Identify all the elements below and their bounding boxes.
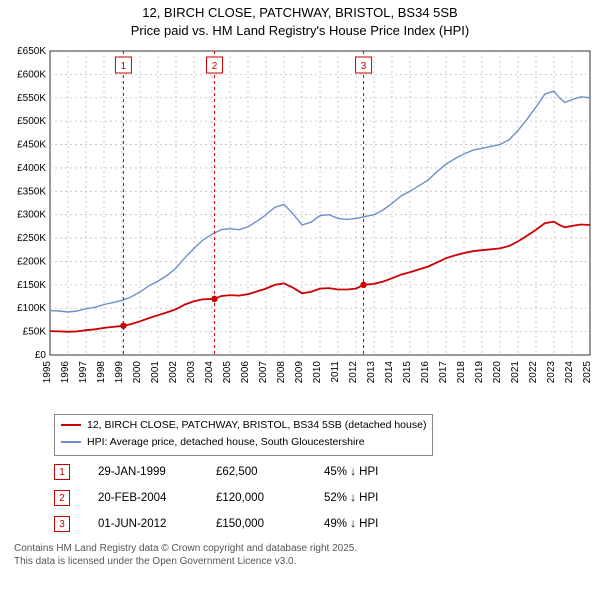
svg-text:1999: 1999 [114, 361, 125, 384]
sale-hpi: 45% ↓ HPI [324, 466, 378, 478]
legend: 12, BIRCH CLOSE, PATCHWAY, BRISTOL, BS34… [54, 414, 433, 456]
footnote-line-2: This data is licensed under the Open Gov… [14, 555, 594, 568]
svg-text:2019: 2019 [474, 361, 485, 384]
sale-price: £150,000 [216, 518, 296, 530]
svg-text:£250K: £250K [17, 233, 46, 244]
svg-text:2008: 2008 [276, 361, 287, 384]
svg-text:£200K: £200K [17, 257, 46, 268]
svg-text:£100K: £100K [17, 303, 46, 314]
svg-text:£450K: £450K [17, 140, 46, 151]
sale-price: £120,000 [216, 492, 296, 504]
svg-text:2005: 2005 [222, 361, 233, 384]
svg-text:1995: 1995 [42, 361, 53, 384]
svg-text:2020: 2020 [492, 361, 503, 384]
svg-text:2014: 2014 [384, 361, 395, 384]
svg-text:2: 2 [212, 61, 218, 72]
chart-svg: £0 £50K £100K £150K £200K £250K £300K £350K £400… [6, 43, 594, 403]
svg-text:2000: 2000 [132, 361, 143, 384]
svg-text:2015: 2015 [402, 361, 413, 384]
sale-hpi: 52% ↓ HPI [324, 492, 378, 504]
sale-number-box: 1 [54, 464, 70, 480]
sales-table: 1 29-JAN-1999 £62,500 45% ↓ HPI 2 20-FEB-2004… [54, 464, 594, 532]
svg-text:2011: 2011 [330, 361, 341, 383]
legend-swatch [61, 441, 81, 443]
svg-text:1996: 1996 [60, 361, 71, 384]
svg-text:£350K: £350K [17, 186, 46, 197]
sale-row: 2 20-FEB-2004 £120,000 52% ↓ HPI [54, 490, 594, 506]
svg-text:2001: 2001 [150, 361, 161, 384]
svg-text:£600K: £600K [17, 69, 46, 80]
svg-text:2003: 2003 [186, 361, 197, 384]
sale-row: 1 29-JAN-1999 £62,500 45% ↓ HPI [54, 464, 594, 480]
sale-date: 01-JUN-2012 [98, 518, 188, 530]
legend-label: HPI: Average price, detached house, Sout… [87, 434, 365, 451]
sale-date: 29-JAN-1999 [98, 466, 188, 478]
svg-text:1997: 1997 [78, 361, 89, 384]
svg-text:£400K: £400K [17, 163, 46, 174]
svg-text:2018: 2018 [456, 361, 467, 384]
svg-text:2025: 2025 [582, 361, 593, 384]
svg-text:£150K: £150K [17, 280, 46, 291]
svg-text:2010: 2010 [312, 361, 323, 384]
svg-text:3: 3 [361, 61, 367, 72]
svg-text:£500K: £500K [17, 116, 46, 127]
legend-label: 12, BIRCH CLOSE, PATCHWAY, BRISTOL, BS34… [87, 417, 426, 434]
svg-text:£0: £0 [35, 350, 47, 361]
footnote: Contains HM Land Registry data © Crown c… [14, 542, 594, 568]
svg-text:£550K: £550K [17, 93, 46, 104]
title-line-1: 12, BIRCH CLOSE, PATCHWAY, BRISTOL, BS34… [6, 4, 594, 22]
svg-text:2016: 2016 [420, 361, 431, 384]
svg-text:2017: 2017 [438, 361, 449, 384]
svg-text:£300K: £300K [17, 210, 46, 221]
svg-text:2012: 2012 [348, 361, 359, 384]
svg-text:2013: 2013 [366, 361, 377, 384]
svg-text:1: 1 [121, 61, 127, 72]
svg-text:2021: 2021 [510, 361, 521, 384]
svg-text:2006: 2006 [240, 361, 251, 384]
sale-date: 20-FEB-2004 [98, 492, 188, 504]
title-line-2: Price paid vs. HM Land Registry's House … [6, 22, 594, 40]
svg-text:2023: 2023 [546, 361, 557, 384]
sale-hpi: 49% ↓ HPI [324, 518, 378, 530]
legend-item: HPI: Average price, detached house, Sout… [61, 434, 426, 451]
svg-text:2022: 2022 [528, 361, 539, 384]
sale-number-box: 2 [54, 490, 70, 506]
svg-text:2004: 2004 [204, 361, 215, 384]
svg-text:£650K: £650K [17, 46, 46, 57]
legend-swatch [61, 424, 81, 426]
sale-number-box: 3 [54, 516, 70, 532]
sale-price: £62,500 [216, 466, 296, 478]
svg-text:2009: 2009 [294, 361, 305, 384]
svg-text:2002: 2002 [168, 361, 179, 384]
svg-text:1998: 1998 [96, 361, 107, 384]
legend-item: 12, BIRCH CLOSE, PATCHWAY, BRISTOL, BS34… [61, 417, 426, 434]
svg-text:2007: 2007 [258, 361, 269, 384]
svg-text:2024: 2024 [564, 361, 575, 384]
chart-area: £0 £50K £100K £150K £200K £250K £300K £350K £400… [6, 43, 594, 408]
chart-title: 12, BIRCH CLOSE, PATCHWAY, BRISTOL, BS34… [6, 4, 594, 39]
svg-text:£50K: £50K [23, 327, 47, 338]
sale-row: 3 01-JUN-2012 £150,000 49% ↓ HPI [54, 516, 594, 532]
footnote-line-1: Contains HM Land Registry data © Crown c… [14, 542, 594, 555]
